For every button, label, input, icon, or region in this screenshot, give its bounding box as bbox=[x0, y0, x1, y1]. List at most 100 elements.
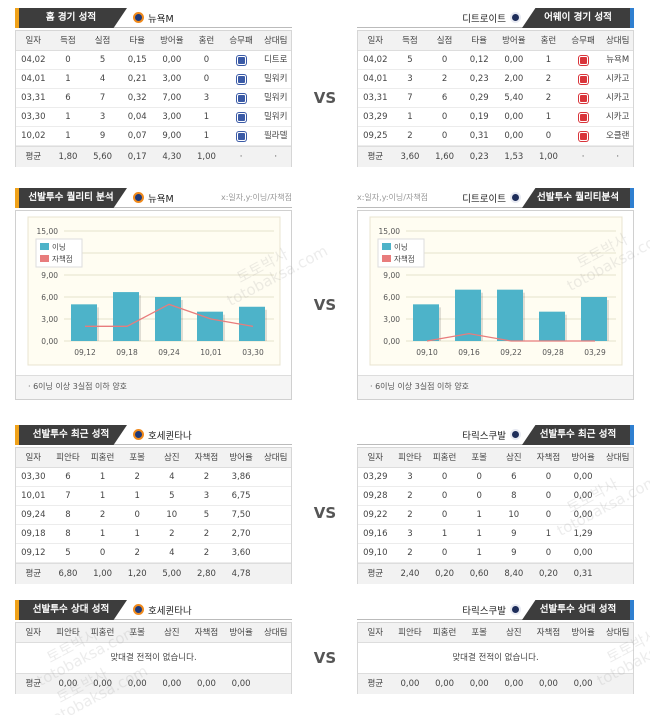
table-cell: 2 bbox=[134, 548, 140, 558]
average-cell: · bbox=[274, 152, 278, 162]
average-row: 평균 1,80 5,60 0,17 4,30 1,00 · · bbox=[16, 146, 291, 167]
team-name: 디트로이트 bbox=[462, 14, 506, 25]
header-line bbox=[15, 619, 292, 620]
average-cell: 평균 bbox=[367, 569, 384, 579]
header-line bbox=[15, 27, 292, 28]
table-cell: 09,28 bbox=[363, 491, 388, 501]
table-cell: 필라델 bbox=[263, 131, 288, 141]
table-cell: 04,02 bbox=[21, 55, 46, 65]
table-cell: 2 bbox=[407, 491, 413, 501]
header-line bbox=[357, 27, 634, 28]
result-icon bbox=[579, 56, 589, 65]
column-header: 피안타 bbox=[56, 453, 80, 463]
table-cell: 10,02 bbox=[21, 131, 46, 141]
x-tick-label: 09,28 bbox=[542, 348, 564, 357]
column-header: 자책점 bbox=[536, 453, 561, 463]
table-cell: 8 bbox=[65, 510, 71, 520]
column-header: 피홈런 bbox=[432, 453, 457, 463]
table-cell: 04,01 bbox=[21, 74, 46, 84]
team-logo bbox=[510, 604, 521, 615]
average-cell: · bbox=[581, 152, 585, 162]
average-cell: 1,60 bbox=[435, 152, 455, 162]
header-tab: 선발투수 상대 성적 bbox=[522, 600, 634, 620]
average-cell: 0,00 bbox=[504, 679, 524, 689]
column-header: 삼진 bbox=[163, 628, 180, 638]
table-cell: 0,00 bbox=[504, 112, 524, 122]
column-header: 자책점 bbox=[194, 453, 219, 463]
column-header: 상대팀 bbox=[605, 628, 630, 638]
table-cell: 0 bbox=[476, 472, 482, 482]
table-header-row: 일자 득점 실점 타율 방어율 홈런 승무패 상대팀 bbox=[358, 31, 633, 51]
average-cell: 평균 bbox=[25, 152, 42, 162]
table-cell: 2 bbox=[203, 472, 210, 482]
legend-swatch bbox=[40, 255, 49, 262]
column-header: 승무패 bbox=[571, 36, 595, 46]
average-cell: 0,17 bbox=[127, 152, 147, 162]
table-cell: 6 bbox=[65, 93, 71, 103]
table-row: 03,31 6 7 0,32 7,00 3 밀워키 bbox=[16, 89, 291, 108]
table-row: 04,02 0 5 0,15 0,00 0 디트로 bbox=[16, 51, 291, 70]
table-cell: 1 bbox=[203, 112, 210, 122]
team-name: 호세퀸타나 bbox=[148, 606, 192, 617]
table-row: 03,29 1 0 0,19 0,00 1 시카고 bbox=[358, 108, 633, 127]
axis-note: x:일자,y:이닝/자책점 bbox=[357, 193, 429, 202]
average-cell: 2,80 bbox=[196, 569, 216, 579]
legend-swatch bbox=[382, 255, 391, 262]
average-row: 평균 6,80 1,00 1,20 5,00 2,80 4,78 bbox=[16, 563, 291, 584]
column-header: 상대팀 bbox=[263, 628, 288, 638]
table-cell: 3 bbox=[407, 472, 413, 482]
header-line bbox=[357, 207, 634, 208]
team-logo bbox=[133, 429, 144, 440]
table-cell: 2,00 bbox=[504, 74, 524, 84]
table-cell: 0 bbox=[65, 55, 71, 65]
table-row: 04,01 1 4 0,21 3,00 0 밀워키 bbox=[16, 70, 291, 89]
table-cell: 3,00 bbox=[162, 112, 182, 122]
team-logo bbox=[510, 192, 521, 203]
result-icon bbox=[237, 75, 247, 84]
column-header: 방어율 bbox=[160, 36, 184, 46]
table-cell: 시카고 bbox=[605, 93, 630, 103]
table-cell: 뉴욕M bbox=[606, 55, 630, 65]
table-cell: 03,30 bbox=[21, 112, 46, 122]
table-cell: 8 bbox=[511, 491, 517, 501]
table-cell: 0 bbox=[441, 491, 448, 501]
table-cell: 0 bbox=[545, 131, 552, 141]
column-header: 포볼 bbox=[471, 453, 487, 463]
average-cell: 0,20 bbox=[538, 569, 558, 579]
table-cell: 0 bbox=[545, 491, 552, 501]
table-cell: 2 bbox=[407, 131, 413, 141]
line bbox=[85, 303, 254, 327]
tab-accent bbox=[630, 188, 634, 208]
average-cell: 1,00 bbox=[93, 569, 113, 579]
y-tick-label: 6,00 bbox=[41, 293, 58, 302]
column-header: 홈런 bbox=[540, 36, 557, 46]
table-cell: 2 bbox=[407, 548, 413, 558]
table-cell: 디트로 bbox=[263, 55, 288, 65]
table-cell: 0,00 bbox=[573, 491, 593, 501]
average-cell: 0,60 bbox=[469, 569, 489, 579]
table-cell: 1 bbox=[545, 529, 552, 539]
bar bbox=[113, 292, 139, 341]
average-cell: 2,40 bbox=[400, 569, 420, 579]
footnote-row bbox=[16, 375, 291, 399]
column-header: 일자 bbox=[367, 36, 384, 46]
table-cell: 1 bbox=[545, 112, 552, 122]
table-row: 10,02 1 9 0,07 9,00 1 필라델 bbox=[16, 127, 291, 146]
table-cell: 1 bbox=[99, 529, 106, 539]
table: 일자 피안타 피홈런 포볼 삼진 자책점 방어율 상대팀 03,29 3 0 0 6 0 0,00 09,28… bbox=[357, 447, 634, 584]
table-cell: 0 bbox=[545, 472, 552, 482]
result-icon bbox=[579, 132, 589, 141]
table-cell: 1 bbox=[407, 112, 413, 122]
table-cell: 0,00 bbox=[573, 510, 593, 520]
table-header-row: 일자 피안타 피홈런 포볼 삼진 자책점 방어율 상대팀 bbox=[16, 623, 291, 643]
result-icon bbox=[237, 113, 247, 122]
table-cell: 0,00 bbox=[162, 55, 182, 65]
table-row: 03,30 1 3 0,04 3,00 1 밀워키 bbox=[16, 108, 291, 127]
table-cell: 6 bbox=[65, 472, 71, 482]
result-icon bbox=[579, 94, 589, 103]
table-cell: 0,29 bbox=[469, 93, 489, 103]
empty-message: 맞대결 전적이 없습니다. bbox=[452, 653, 539, 663]
table-cell: 04,01 bbox=[363, 74, 388, 84]
table-cell: 09,18 bbox=[21, 529, 46, 539]
table-cell: 5 bbox=[169, 491, 175, 501]
